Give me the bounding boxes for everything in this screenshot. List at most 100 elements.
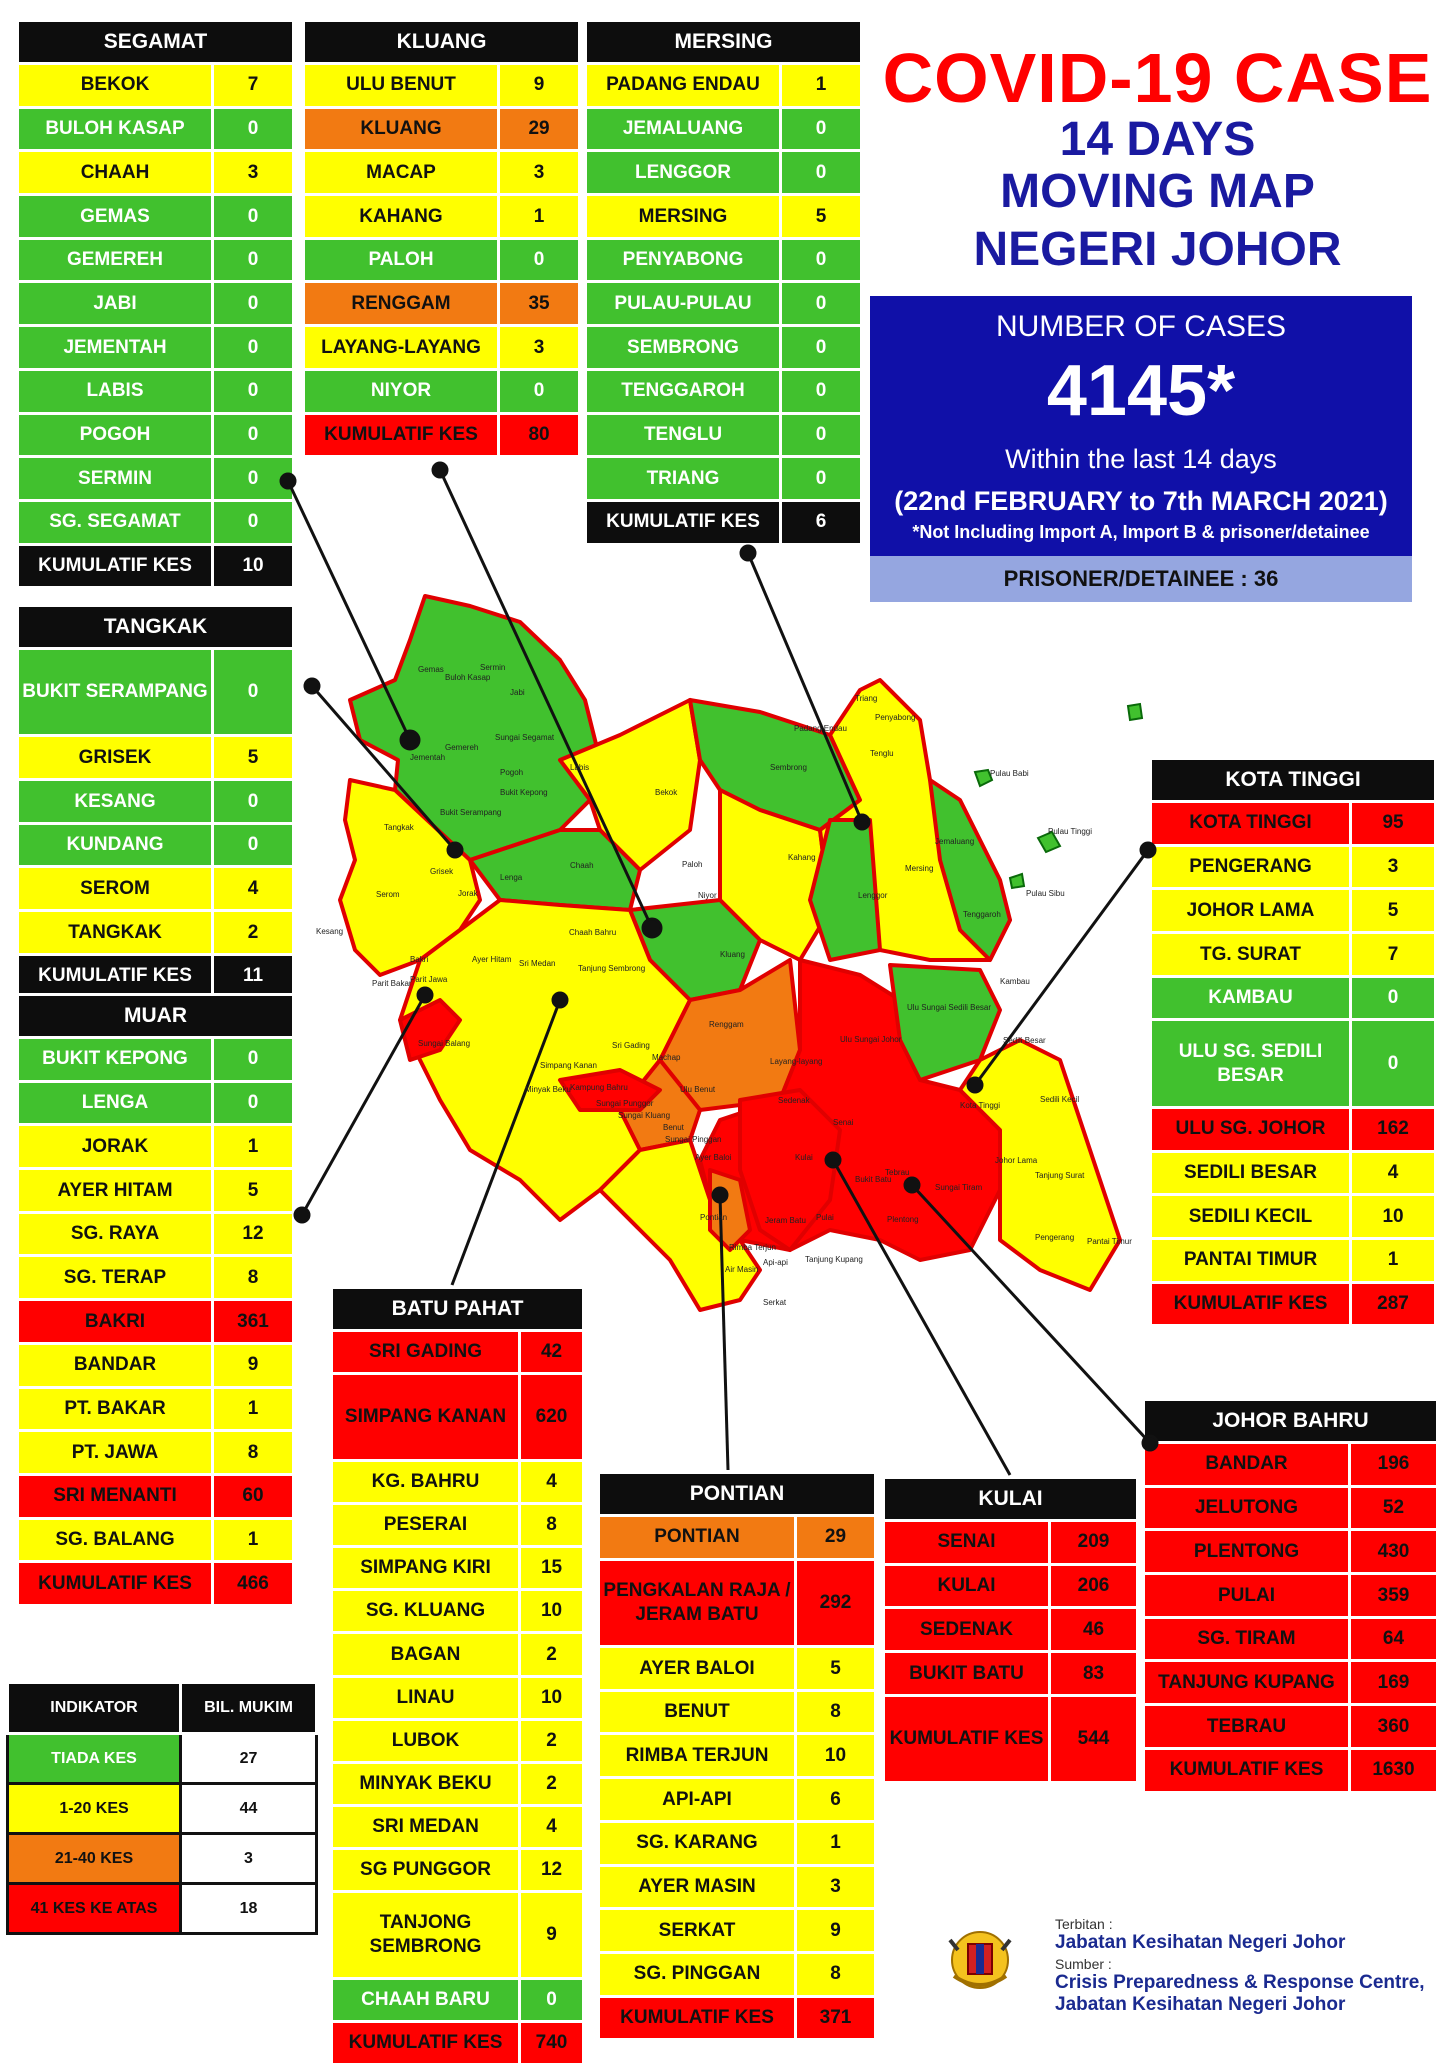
mukim-name: PADANG ENDAU (584, 62, 782, 109)
map-label: Pulau Sibu (1026, 889, 1065, 898)
map-label: Sedili Kecil (1040, 1095, 1079, 1104)
table-row: PENGERANG 3 (1149, 843, 1438, 891)
case-count: 0 (211, 821, 295, 869)
district-table-mersing: MERSING PADANG ENDAU 1 JEMALUANG 0 LENGGOR 0 ME… (583, 19, 864, 546)
district-header: KOTA TINGGI (1148, 757, 1438, 803)
map-label: Renggam (709, 1020, 744, 1029)
case-count: 0 (778, 280, 864, 328)
map-label: Pogoh (500, 768, 523, 777)
map-label: Grisek (430, 867, 454, 876)
mukim-name: MINYAK BEKU (330, 1760, 521, 1808)
mukim-name: KUMULATIF KES (16, 542, 214, 590)
legend-indicator: 1-20 KES (6, 1782, 182, 1835)
map-label: Pulai (816, 1213, 834, 1222)
case-count: 620 (517, 1372, 586, 1462)
table-row: SERMIN 0 (16, 455, 296, 502)
mukim-name: KUMULATIF KES (302, 411, 500, 459)
mukim-name: SEROM (16, 865, 214, 913)
map-label: Kota Tinggi (960, 1101, 1000, 1110)
map-label: Pontian (700, 1213, 727, 1222)
case-count: 10 (210, 542, 296, 590)
case-count: 2 (211, 909, 295, 956)
map-label: Sedenak (778, 1096, 811, 1105)
case-count: 209 (1047, 1519, 1140, 1566)
map-label: Sungai Tiram (935, 1183, 982, 1192)
map-label: Sungai Kluang (618, 1111, 670, 1120)
map-label: Serkat (763, 1298, 787, 1307)
case-count: 35 (496, 280, 582, 328)
map-label: Kluang (720, 950, 745, 959)
table-row: TANJUNG KUPANG 169 (1142, 1659, 1439, 1707)
legend-header-indicator: INDIKATOR (6, 1681, 182, 1735)
legend-row: 1-20 KES 44 (6, 1782, 318, 1835)
table-row: KUMULATIF KES 80 (302, 411, 582, 459)
map-label: Pulau Babi (990, 769, 1029, 778)
case-count: 740 (517, 2020, 586, 2066)
district-header: TANGKAK (16, 604, 295, 650)
case-count: 292 (794, 1557, 877, 1649)
map-label: Kesang (316, 927, 343, 936)
table-row: PENYABONG 0 (584, 236, 864, 284)
case-count: 4 (1348, 1149, 1438, 1197)
case-count: 466 (211, 1560, 295, 1607)
case-count: 0 (210, 455, 296, 502)
credits-source-1: Crisis Preparedness & Response Centre, (1055, 1972, 1425, 1993)
table-row: SEDILI BESAR 4 (1149, 1149, 1438, 1197)
map-label: Bukit Serampang (440, 808, 501, 817)
table-row: GEMAS 0 (16, 193, 296, 240)
case-count: 4 (517, 1804, 586, 1851)
map-label: Pulau Tinggi (1048, 827, 1092, 836)
map-label: Gemereh (445, 743, 478, 752)
table-row: KUMULATIF KES 10 (16, 542, 296, 590)
case-count: 8 (794, 1950, 877, 1998)
district-table-kulai: KULAI SENAI 209 KULAI 206 SEDENAK 46 BUKIT BATU… (881, 1476, 1140, 1785)
legend-row: 41 KES KE ATAS 18 (6, 1882, 318, 1935)
table-row: PT. JAWA 8 (16, 1429, 295, 1476)
map-label: Sungai Punggor (596, 1099, 654, 1108)
case-count: 0 (211, 778, 295, 825)
case-count: 12 (211, 1210, 295, 1258)
region-segamat (348, 594, 602, 882)
mukim-name: PANTAI TIMUR (1149, 1236, 1352, 1284)
case-count: 196 (1348, 1441, 1439, 1488)
mukim-name: TEBRAU (1142, 1703, 1351, 1750)
map-label: Kahang (788, 853, 816, 862)
map-label: Tanjung Kupang (805, 1255, 863, 1264)
callout-line-kulai (831, 1159, 1012, 1476)
region-bekok (558, 698, 702, 872)
table-row: SRI MENANTI 60 (16, 1472, 295, 1520)
map-label: Layang-layang (770, 1057, 822, 1066)
case-count: 206 (1047, 1562, 1140, 1610)
case-count: 42 (517, 1328, 586, 1376)
mukim-name: KUMULATIF KES (597, 1994, 797, 2042)
case-count: 80 (496, 411, 582, 459)
case-count: 29 (794, 1514, 877, 1561)
callout-end-muar (416, 986, 434, 1004)
mukim-name: KG. BAHRU (330, 1458, 521, 1505)
table-row: MERSING 5 (584, 193, 864, 240)
callout-end-segamat (399, 729, 421, 751)
region-jemaluang (928, 778, 1012, 962)
prisoner-count: PRISONER/DETAINEE : 36 (870, 556, 1412, 602)
region-pontian (598, 1138, 762, 1312)
district-table-johor-bahru: JOHOR BAHRU BANDAR 196 JELUTONG 52 PLENTONG 43… (1142, 1398, 1439, 1794)
case-count: 0 (778, 324, 864, 371)
region-east-coast (958, 1038, 1122, 1292)
mukim-name: ULU SG. SEDILI BESAR (1149, 1018, 1352, 1109)
case-count: 430 (1348, 1528, 1439, 1576)
map-label: Ulu Benut (680, 1085, 716, 1094)
region-sedili-green (888, 963, 1002, 1082)
map-label: Tebrau (885, 1168, 909, 1177)
table-row: KESANG 0 (16, 778, 295, 825)
table-row: MACAP 3 (302, 149, 582, 197)
mukim-name: PENGERANG (1149, 843, 1352, 891)
table-row: SEDENAK 46 (882, 1606, 1140, 1654)
map-label: Benut (663, 1123, 685, 1132)
mukim-name: LAYANG-LAYANG (302, 324, 500, 371)
table-row: SG. TERAP 8 (16, 1254, 295, 1302)
table-row: TENGGAROH 0 (584, 367, 864, 415)
mukim-name: SEDILI KECIL (1149, 1193, 1352, 1240)
map-label: Api-api (763, 1258, 788, 1267)
callout-dot-kluang (431, 461, 449, 479)
mukim-name: KUMULATIF KES (882, 1693, 1051, 1785)
